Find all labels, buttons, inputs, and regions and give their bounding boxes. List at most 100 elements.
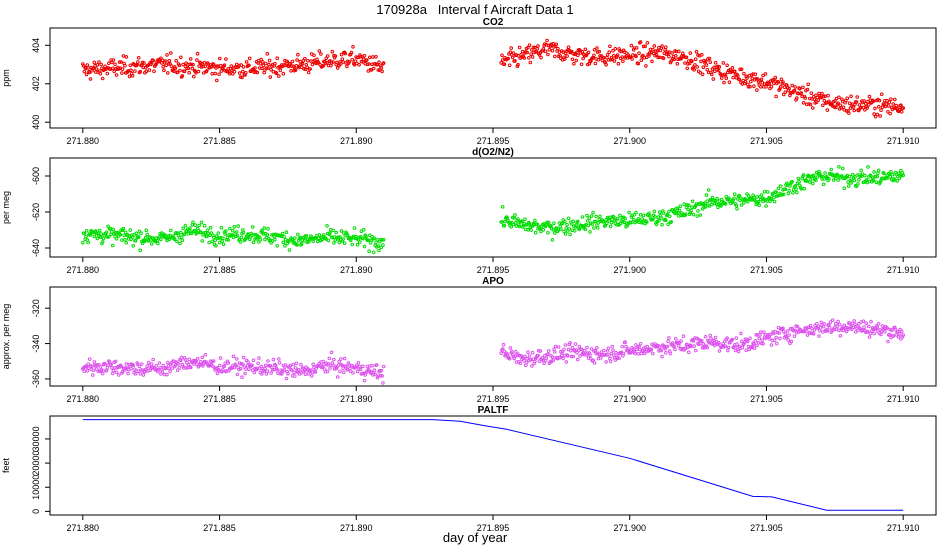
data-point xyxy=(280,231,285,236)
data-point xyxy=(695,65,700,69)
data-point xyxy=(694,49,699,54)
data-point xyxy=(674,54,678,58)
data-point xyxy=(587,61,592,66)
x-tick-label: 271.890 xyxy=(340,394,373,404)
data-point xyxy=(188,226,192,230)
data-point xyxy=(575,50,579,55)
data-point xyxy=(899,110,904,114)
data-point xyxy=(631,47,636,52)
data-point xyxy=(823,94,827,99)
data-point xyxy=(795,96,799,100)
data-point xyxy=(365,58,369,62)
data-point xyxy=(322,367,327,371)
data-point xyxy=(268,75,273,79)
data-point xyxy=(534,50,539,54)
data-point xyxy=(321,64,326,68)
data-point xyxy=(677,49,681,54)
data-point xyxy=(293,374,297,378)
data-point xyxy=(210,72,214,76)
data-point xyxy=(381,381,385,385)
data-point xyxy=(572,61,576,66)
data-point xyxy=(223,361,227,366)
data-point xyxy=(379,368,384,373)
x-tick-label: 271.885 xyxy=(203,523,236,533)
data-point xyxy=(687,203,691,208)
data-point xyxy=(821,174,825,179)
data-point xyxy=(744,348,749,353)
data-point xyxy=(500,205,505,209)
data-point xyxy=(117,60,122,64)
data-point xyxy=(176,362,181,366)
x-tick-label: 271.905 xyxy=(750,394,783,404)
data-point xyxy=(527,354,532,358)
data-point xyxy=(374,55,378,59)
data-point xyxy=(508,50,513,55)
data-point xyxy=(765,199,769,203)
data-point xyxy=(761,73,765,78)
data-point xyxy=(667,209,671,214)
data-point xyxy=(195,58,199,62)
data-point xyxy=(232,69,237,74)
data-point xyxy=(82,69,87,74)
data-point xyxy=(853,322,857,327)
data-point xyxy=(250,363,254,368)
data-point xyxy=(372,368,377,373)
data-point xyxy=(595,346,599,350)
data-point xyxy=(650,59,654,64)
data-point xyxy=(506,56,510,61)
data-point xyxy=(327,356,332,361)
data-point xyxy=(120,370,125,374)
data-point xyxy=(260,60,265,64)
data-point xyxy=(708,60,713,65)
data-point xyxy=(758,333,762,337)
data-point xyxy=(84,72,89,77)
data-point xyxy=(90,364,94,369)
data-point xyxy=(529,52,533,57)
data-point xyxy=(689,208,693,213)
data-point xyxy=(144,228,149,233)
data-point xyxy=(579,62,584,67)
data-point xyxy=(545,220,549,225)
data-point xyxy=(533,359,537,364)
data-point xyxy=(769,84,774,89)
data-point xyxy=(872,112,876,116)
data-point xyxy=(368,233,372,238)
data-point xyxy=(627,210,631,215)
data-point xyxy=(544,356,549,360)
data-point xyxy=(836,101,840,105)
data-point xyxy=(692,68,697,72)
data-point xyxy=(124,241,129,245)
data-point xyxy=(768,337,772,341)
data-point xyxy=(556,54,561,59)
data-point xyxy=(757,203,762,208)
data-point xyxy=(144,69,149,74)
data-point xyxy=(789,339,794,344)
data-point xyxy=(653,215,657,219)
data-point xyxy=(205,69,209,73)
data-point xyxy=(526,45,530,50)
data-point xyxy=(644,220,649,224)
data-point xyxy=(696,209,700,213)
data-point xyxy=(664,351,668,355)
data-point xyxy=(795,190,799,195)
data-point xyxy=(894,103,899,108)
data-point xyxy=(692,344,697,348)
data-point xyxy=(834,105,838,110)
data-point xyxy=(529,228,533,232)
data-point xyxy=(182,69,187,74)
data-point xyxy=(293,68,298,72)
data-point xyxy=(670,341,675,345)
data-point xyxy=(712,198,716,203)
data-point xyxy=(291,64,296,68)
data-point xyxy=(777,331,781,335)
data-point xyxy=(508,346,513,350)
data-point xyxy=(85,369,90,373)
data-point xyxy=(91,66,96,70)
data-point xyxy=(234,357,239,361)
data-point xyxy=(771,191,775,196)
data-point xyxy=(358,240,362,244)
data-point xyxy=(527,221,532,226)
series-points xyxy=(81,165,906,255)
data-point xyxy=(133,372,138,376)
data-point xyxy=(375,238,380,242)
